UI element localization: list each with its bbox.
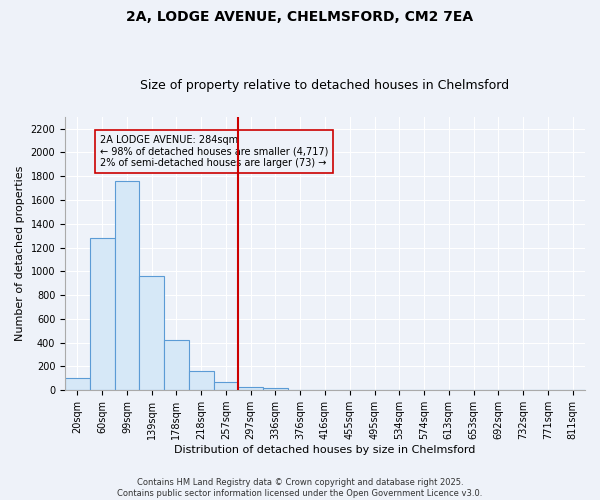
X-axis label: Distribution of detached houses by size in Chelmsford: Distribution of detached houses by size … xyxy=(175,445,476,455)
Bar xyxy=(189,371,214,390)
Bar xyxy=(90,238,115,390)
Y-axis label: Number of detached properties: Number of detached properties xyxy=(15,166,25,341)
Text: 2A LODGE AVENUE: 284sqm
← 98% of detached houses are smaller (4,717)
2% of semi-: 2A LODGE AVENUE: 284sqm ← 98% of detache… xyxy=(100,134,328,168)
Bar xyxy=(139,276,164,390)
Title: Size of property relative to detached houses in Chelmsford: Size of property relative to detached ho… xyxy=(140,79,509,92)
Bar xyxy=(238,386,263,390)
Bar xyxy=(115,181,139,390)
Bar xyxy=(164,340,189,390)
Text: 2A, LODGE AVENUE, CHELMSFORD, CM2 7EA: 2A, LODGE AVENUE, CHELMSFORD, CM2 7EA xyxy=(127,10,473,24)
Bar xyxy=(65,378,90,390)
Text: Contains HM Land Registry data © Crown copyright and database right 2025.
Contai: Contains HM Land Registry data © Crown c… xyxy=(118,478,482,498)
Bar xyxy=(263,388,288,390)
Bar xyxy=(214,382,238,390)
